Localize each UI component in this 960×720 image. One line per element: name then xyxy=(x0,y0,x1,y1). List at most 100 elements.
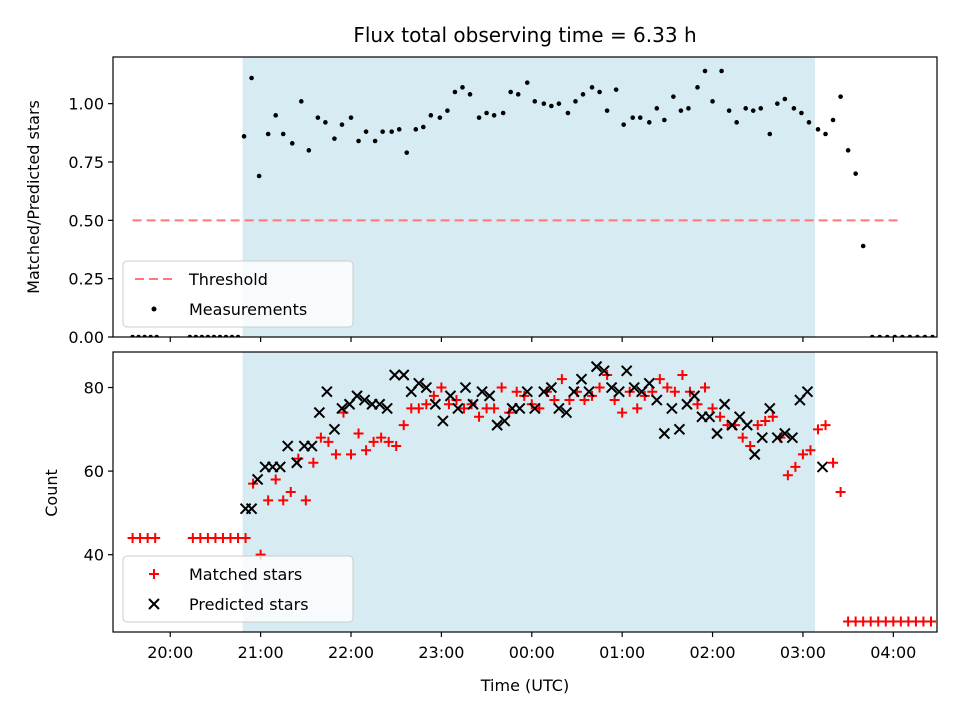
measurement-point xyxy=(404,150,410,155)
matched-star-point xyxy=(285,487,296,497)
matched-star-point xyxy=(240,532,251,543)
matched-star-point xyxy=(278,495,289,506)
matched-star-point xyxy=(677,369,688,380)
matched-star-point xyxy=(752,420,763,431)
matched-star-point xyxy=(263,495,274,506)
measurement-point xyxy=(413,127,419,132)
measurement-point xyxy=(437,115,443,120)
matched-star-point xyxy=(353,428,364,439)
axes-frame xyxy=(112,56,938,338)
measurement-point xyxy=(695,85,700,90)
matched-star-point xyxy=(436,382,447,393)
predicted-star-point xyxy=(718,398,731,410)
predicted-star-point xyxy=(358,394,371,406)
series-matched-stars xyxy=(127,369,936,627)
y-tick-label: 0.25 xyxy=(68,270,104,289)
matched-star-point xyxy=(828,457,839,468)
y-tick-label: 0.50 xyxy=(68,211,104,230)
predicted-star-point xyxy=(756,431,768,444)
measurement-point xyxy=(767,131,773,137)
legend-matched-swatch xyxy=(149,569,159,579)
predicted-star-point xyxy=(444,390,457,402)
measurement-point xyxy=(508,89,513,95)
measurement-point xyxy=(265,131,271,137)
measurement-point xyxy=(241,134,247,139)
matched-star-point xyxy=(797,449,808,460)
measurement-point xyxy=(750,108,756,113)
matched-star-point xyxy=(654,374,665,385)
measurement-point xyxy=(289,141,295,146)
legend-label-matched-stars: Matched stars xyxy=(189,565,302,584)
legend-label-threshold: Threshold xyxy=(188,270,268,289)
legend-label-measurements: Measurements xyxy=(189,300,307,319)
matched-star-point xyxy=(594,382,605,393)
x-axis xyxy=(169,337,894,342)
predicted-star-point xyxy=(529,402,541,415)
measurement-point xyxy=(298,99,304,104)
predicted-star-point xyxy=(251,473,264,486)
predicted-star-point xyxy=(336,402,348,415)
measurement-point xyxy=(830,117,836,123)
predicted-star-point xyxy=(328,423,341,436)
predicted-star-point xyxy=(514,402,526,415)
matched-star-point xyxy=(790,461,801,472)
predicted-star-point xyxy=(764,402,776,415)
matched-star-point xyxy=(383,436,394,447)
plot-area xyxy=(127,360,936,627)
matched-star-point xyxy=(451,395,462,406)
measurement-point xyxy=(823,131,828,137)
measurement-point xyxy=(339,122,345,127)
predicted-star-point xyxy=(628,381,640,394)
y-tick-label: 1.00 xyxy=(68,95,104,114)
y-tick-label: 40 xyxy=(84,546,104,565)
predicted-star-point xyxy=(605,381,618,394)
predicted-star-point xyxy=(498,415,511,427)
predicted-star-point xyxy=(801,385,814,398)
predicted-star-point xyxy=(388,369,401,381)
x-tick-label: 01:00 xyxy=(599,643,645,662)
measurement-point xyxy=(515,92,521,97)
predicted-star-point xyxy=(291,457,303,469)
measurement-point xyxy=(421,124,426,130)
measurement-point xyxy=(710,99,715,104)
top-y-axis-label: Matched/Predicted stars xyxy=(24,100,43,294)
axes-frame xyxy=(112,351,938,633)
measurement-point xyxy=(315,115,321,120)
measurement-point xyxy=(686,106,691,111)
measurement-point xyxy=(363,129,369,134)
measurement-point xyxy=(815,127,821,132)
matched-star-point xyxy=(489,403,500,414)
x-tick-label: 23:00 xyxy=(418,643,464,662)
predicted-star-point xyxy=(613,385,625,398)
predicted-star-point xyxy=(459,381,472,394)
measurement-point xyxy=(541,101,547,106)
predicted-star-point xyxy=(313,406,326,419)
predicted-star-point xyxy=(420,381,433,394)
x-tick-label: 20:00 xyxy=(147,643,193,662)
measurement-point xyxy=(791,106,797,111)
predicted-star-point xyxy=(560,406,573,419)
matched-star-point xyxy=(428,390,439,401)
measurement-point xyxy=(838,94,843,99)
predicted-star-point xyxy=(351,390,363,402)
predicted-star-point xyxy=(688,390,701,402)
matched-star-point xyxy=(700,382,711,393)
top-panel-ratio: 0.00 0.25 0.50 0.75 1.00 Threshold Measurement… xyxy=(68,56,938,347)
matched-star-point xyxy=(767,411,778,422)
measurement-point xyxy=(597,89,602,95)
matched-star-point xyxy=(398,420,409,431)
measurement-point xyxy=(719,68,724,74)
chart-title: Flux total observing time = 6.33 h xyxy=(353,23,696,47)
predicted-star-point xyxy=(306,440,318,452)
measurement-point xyxy=(654,106,660,111)
y-tick-label: 0.00 xyxy=(68,328,104,347)
x-tick-label: 00:00 xyxy=(509,643,555,662)
measurement-point xyxy=(532,99,538,104)
measurement-point xyxy=(332,136,337,141)
measurement-point xyxy=(460,85,465,90)
measurement-point xyxy=(726,108,732,113)
predicted-star-point xyxy=(452,402,464,415)
measurement-point xyxy=(671,94,676,99)
predicted-star-point xyxy=(598,365,610,377)
predicted-star-point xyxy=(553,402,565,415)
